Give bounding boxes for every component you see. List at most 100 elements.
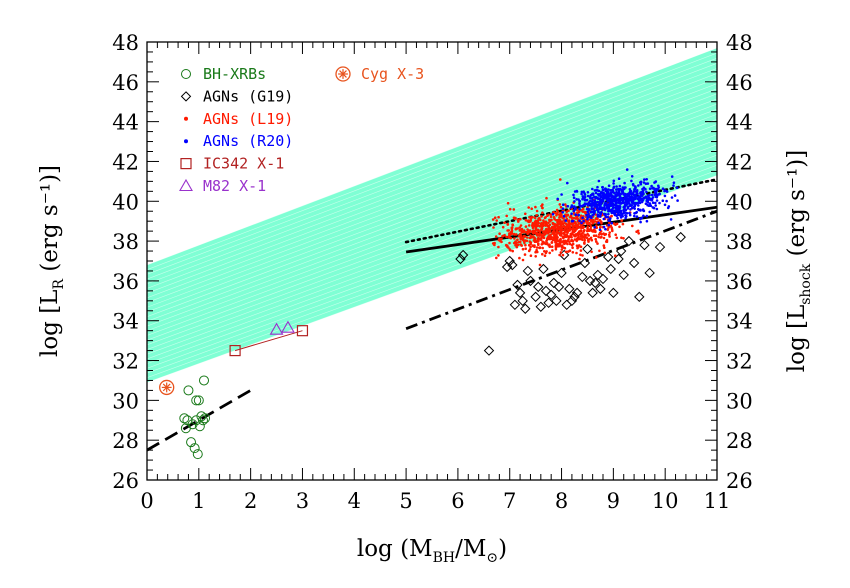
agn-l19-point — [564, 215, 568, 218]
agn-r20-point — [607, 223, 610, 227]
agn-l19-point — [589, 236, 593, 240]
agn-r20-point — [590, 200, 594, 203]
agn-l19-point — [527, 243, 531, 247]
agn-r20-point — [627, 199, 631, 202]
agn-r20-point — [587, 208, 591, 212]
agn-r20-point — [603, 195, 607, 199]
agn-r20-point — [654, 195, 658, 198]
agn-r20-point — [595, 196, 598, 199]
agn-r20-point — [614, 196, 617, 200]
agn-r20-point — [621, 191, 625, 195]
agn-l19-point — [556, 221, 559, 224]
agn-r20-point — [604, 215, 608, 219]
y-tick-label-right: 38 — [726, 230, 753, 254]
agn-l19-point — [524, 247, 527, 250]
y-axis-left-title: log [LR (erg s⁻¹)] — [37, 165, 67, 357]
bhxrb-point — [183, 385, 194, 396]
agn-l19-point — [545, 196, 548, 200]
agn-l19-point — [519, 237, 523, 241]
agn-l19-point — [524, 243, 527, 247]
agn-l19-point — [550, 226, 554, 230]
agn-r20-point — [604, 227, 607, 231]
agn-l19-point — [581, 254, 584, 257]
x-tick-label: 11 — [704, 489, 731, 513]
agn-r20-point — [618, 195, 622, 198]
agn-l19-point — [554, 224, 557, 228]
agn-r20-point — [574, 206, 577, 210]
band-hatch-line — [147, 98, 717, 313]
agn-r20-point — [606, 190, 609, 193]
bhxrb-point — [182, 415, 193, 426]
agn-r20-point — [622, 201, 626, 204]
agn-g19-point — [457, 249, 469, 261]
agn-r20-point — [610, 201, 614, 205]
agn-l19-point — [579, 229, 583, 232]
agn-l19-point — [547, 232, 550, 235]
agn-l19-point — [546, 224, 550, 228]
agn-r20-point — [612, 182, 615, 185]
agn-l19-point — [553, 217, 556, 221]
band-hatch-line — [147, 129, 717, 341]
agn-r20-point — [629, 208, 632, 211]
agn-l19-point — [582, 225, 586, 229]
agn-l19-point — [520, 227, 524, 231]
agn-l19-point — [615, 236, 618, 240]
agn-g19-point — [654, 241, 666, 253]
agn-l19-point — [575, 239, 578, 243]
legend-marker-circle — [181, 69, 191, 79]
agn-r20-point — [599, 204, 602, 207]
agn-l19-point — [571, 242, 575, 246]
agn-l19-point — [541, 235, 544, 238]
agn-l19-point — [578, 257, 581, 261]
agn-l19-point — [563, 227, 567, 230]
agn-l19-point — [620, 219, 623, 222]
agn-r20-point — [665, 199, 668, 203]
agn-l19-point — [532, 229, 535, 232]
agn-r20-point — [651, 201, 655, 204]
agn-r20-point — [566, 204, 570, 208]
agn-l19-point — [535, 223, 538, 226]
agn-l19-point — [536, 237, 540, 240]
agn-l19-point — [506, 223, 510, 226]
agn-l19-point — [570, 216, 574, 219]
agn-r20-point — [618, 213, 622, 217]
agn-g19-point — [566, 295, 578, 307]
agn-l19-point — [556, 225, 560, 229]
agn-g19-point — [577, 271, 588, 283]
band-hatch-line — [147, 108, 717, 322]
agn-l19-point — [608, 221, 611, 225]
agn-l19-point — [510, 227, 514, 231]
agn-g19-point — [520, 303, 531, 314]
agn-l19-point — [529, 254, 533, 257]
agn-l19-point — [552, 236, 556, 240]
agn-r20-point — [645, 178, 648, 181]
agn-l19-point — [503, 233, 506, 237]
legend-entry: AGNs (L19) — [184, 110, 293, 128]
legend-entry: BH-XRBs — [181, 65, 266, 83]
agn-l19-point — [636, 229, 640, 233]
agn-l19-point — [523, 235, 527, 238]
agn-l19-point — [600, 235, 603, 239]
agn-g19-point — [483, 345, 495, 356]
agn-r20-point — [596, 197, 600, 200]
agn-r20-point — [639, 217, 642, 221]
agn-l19-point — [567, 250, 570, 253]
band-hatch-line — [147, 57, 717, 275]
agn-l19-point — [572, 230, 576, 234]
agn-r20-point — [572, 193, 575, 197]
agn-r20-point — [648, 210, 651, 214]
agn-r20-point — [611, 206, 615, 209]
agn-l19-point — [550, 245, 554, 248]
agn-l19-point — [566, 219, 569, 222]
x-tick-label: 1 — [192, 489, 205, 513]
agn-l19-point — [586, 229, 590, 232]
cygx3-point — [159, 379, 175, 396]
agn-l19-point — [510, 232, 514, 236]
agn-r20-point — [658, 201, 661, 205]
agn-l19-point — [537, 221, 540, 225]
agn-r20-point — [656, 188, 659, 191]
agn-g19-point — [512, 279, 523, 291]
agn-l19-point — [553, 233, 556, 237]
band-hatch-line — [147, 47, 717, 266]
agn-l19-point — [534, 205, 537, 209]
